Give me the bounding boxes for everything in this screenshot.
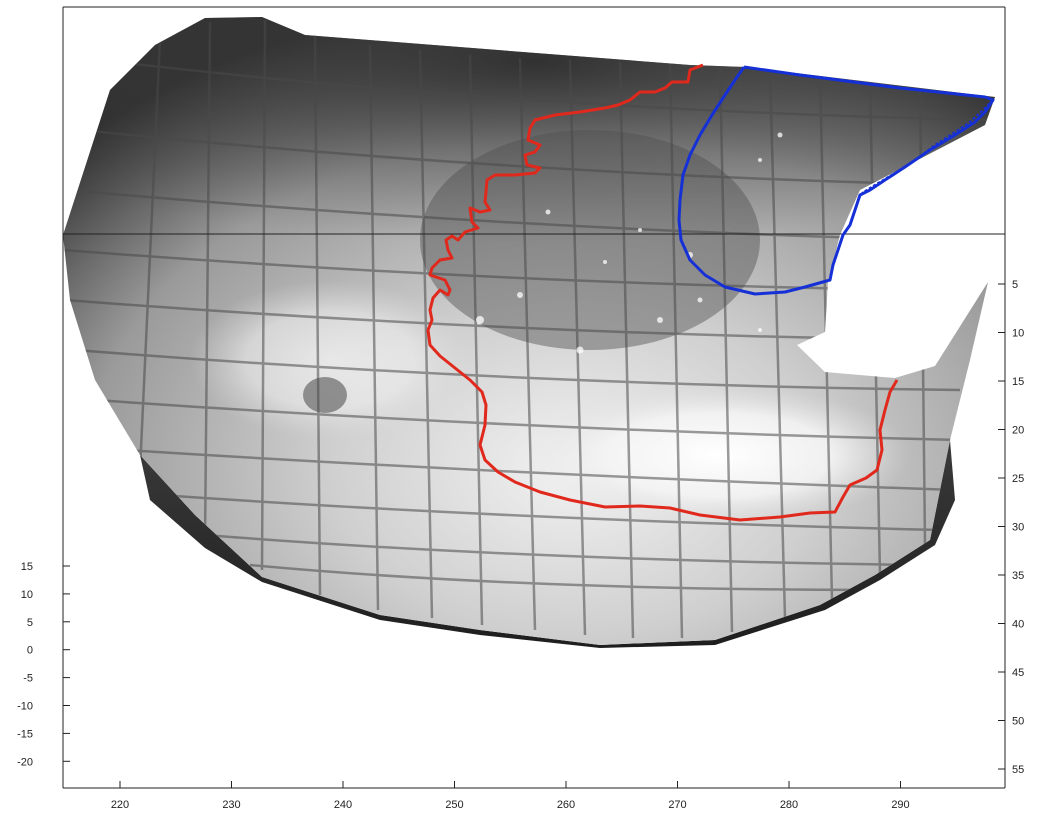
left-axis-ticks: 15 10 5 0 -5 -10 -15 -20: [17, 561, 70, 768]
mosaic-image: [63, 17, 995, 648]
left-tick-label: -5: [23, 673, 33, 685]
x-tick-label: 290: [891, 799, 909, 811]
grid-lines: [63, 19, 991, 639]
left-tick-label: -15: [17, 728, 33, 740]
x-tick-label: 260: [557, 799, 575, 811]
x-tick-label: 250: [445, 799, 463, 811]
right-tick-label: 55: [1012, 764, 1024, 776]
right-tick-label: 15: [1012, 376, 1024, 388]
right-tick-label: 5: [1012, 279, 1018, 291]
x-axis-ticks: 220 230 240 250 260 270 280 290: [111, 781, 910, 811]
x-tick-label: 220: [111, 799, 129, 811]
right-tick-label: 45: [1012, 667, 1024, 679]
right-tick-label: 25: [1012, 473, 1024, 485]
right-tick-label: 10: [1012, 328, 1024, 340]
left-tick-label: 0: [27, 645, 33, 657]
blue-contour-line: [677, 65, 995, 296]
right-tick-label: 20: [1012, 425, 1024, 437]
left-tick-label: -10: [17, 701, 33, 713]
dark-blotch: [303, 377, 347, 413]
right-tick-label: 30: [1012, 522, 1024, 534]
x-tick-label: 230: [222, 799, 240, 811]
x-tick-label: 280: [780, 799, 798, 811]
right-tick-label: 50: [1012, 716, 1024, 728]
bright-region-left: [190, 280, 470, 440]
left-tick-label: 15: [21, 561, 33, 573]
left-tick-label: 5: [27, 617, 33, 629]
speckles: [476, 132, 783, 354]
left-tick-label: -20: [17, 756, 33, 768]
x-tick-label: 270: [668, 799, 686, 811]
x-tick-label: 240: [334, 799, 352, 811]
red-contour-line: [426, 63, 899, 522]
bright-region-lower: [530, 385, 910, 525]
right-axis-ticks: 5 10 15 20 25 30 35 40 45 50 55: [998, 279, 1024, 776]
right-tick-label: 40: [1012, 619, 1024, 631]
right-tick-label: 35: [1012, 570, 1024, 582]
left-tick-label: 10: [21, 589, 33, 601]
axes: [62, 6, 1006, 789]
blue-contour-staircase: [861, 99, 994, 194]
